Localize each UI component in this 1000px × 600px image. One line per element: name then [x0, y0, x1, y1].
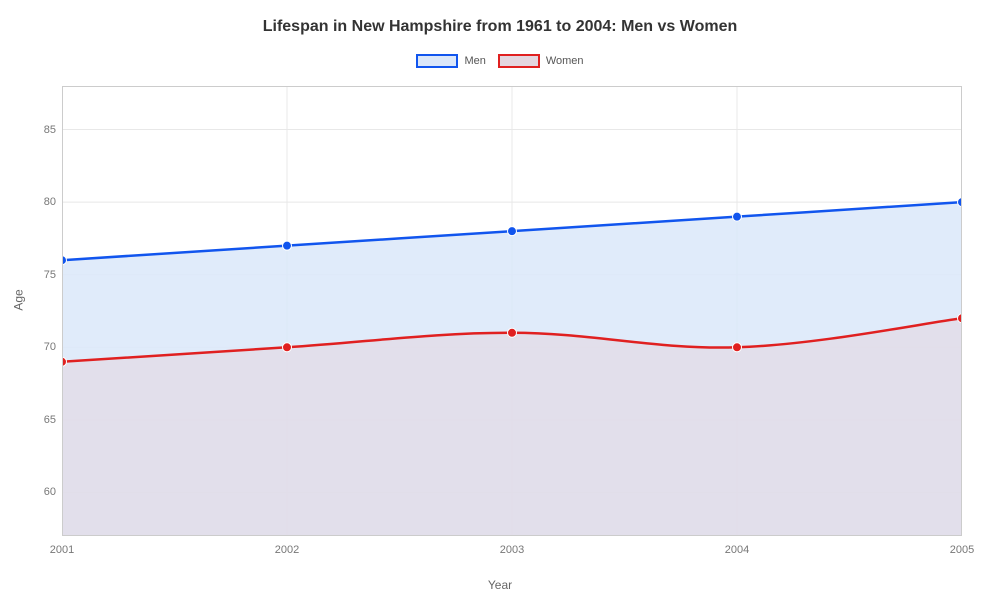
- x-tick-label: 2002: [275, 544, 299, 556]
- x-axis-label: Year: [0, 578, 1000, 592]
- legend-item-men: Men: [416, 54, 485, 68]
- legend-item-women: Women: [498, 54, 584, 68]
- legend: Men Women: [0, 54, 1000, 68]
- x-tick-label: 2003: [500, 544, 524, 556]
- legend-label-men: Men: [464, 55, 485, 67]
- y-tick-label: 70: [26, 341, 56, 353]
- y-tick-label: 75: [26, 269, 56, 281]
- x-tick-label: 2004: [725, 544, 749, 556]
- legend-swatch-men: [416, 54, 458, 68]
- plot-area: [62, 86, 962, 536]
- x-tick-label: 2005: [950, 544, 974, 556]
- legend-label-women: Women: [546, 55, 584, 67]
- legend-swatch-women: [498, 54, 540, 68]
- chart-container: Lifespan in New Hampshire from 1961 to 2…: [0, 0, 1000, 600]
- y-tick-label: 65: [26, 414, 56, 426]
- y-tick-label: 85: [26, 124, 56, 136]
- chart-title: Lifespan in New Hampshire from 1961 to 2…: [0, 18, 1000, 36]
- x-tick-label: 2001: [50, 544, 74, 556]
- y-axis-label: Age: [12, 289, 26, 310]
- y-tick-label: 80: [26, 196, 56, 208]
- y-tick-label: 60: [26, 486, 56, 498]
